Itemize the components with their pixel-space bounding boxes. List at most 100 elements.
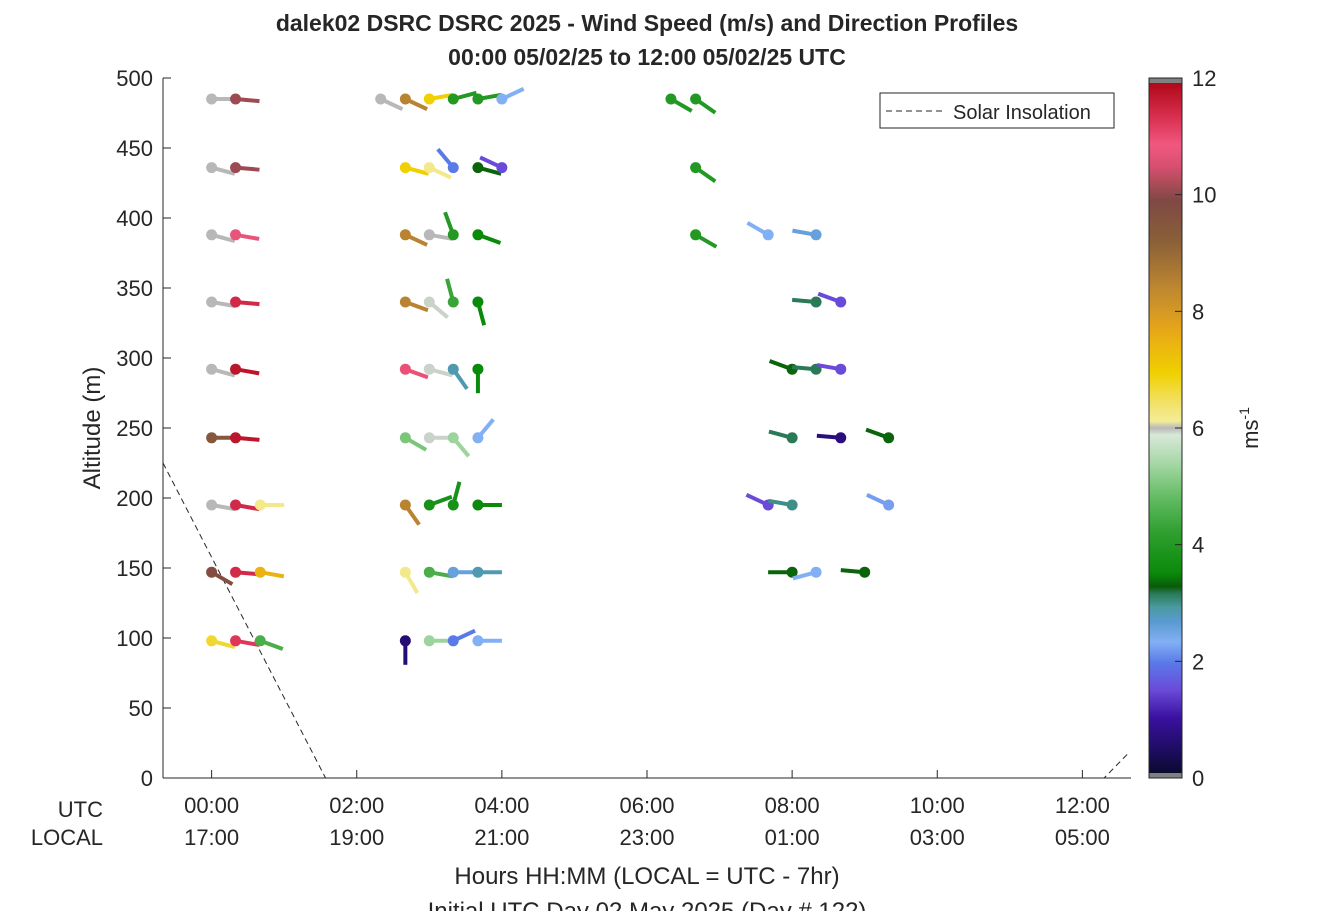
wind-barb [665, 93, 693, 113]
wind-barb [472, 229, 502, 245]
wind-barb-dot [230, 432, 242, 444]
wind-barb-dot [423, 566, 435, 578]
wind-barb [447, 628, 476, 647]
x-tick-label-utc: 02:00 [329, 793, 384, 818]
wind-barb [496, 87, 525, 105]
y-tick-label: 0 [141, 766, 153, 791]
wind-barb-dot [447, 229, 459, 241]
wind-barb [399, 162, 430, 176]
wind-barb [445, 278, 459, 308]
wind-barb [230, 499, 260, 512]
wind-barb [840, 566, 871, 578]
wind-barb [230, 93, 260, 105]
wind-barb [690, 229, 718, 249]
wind-barb-dot [447, 93, 459, 105]
y-ticks: 0 50 100 150 200 250 300 350 400 450 500 [116, 66, 171, 791]
wind-barb [443, 211, 459, 241]
wind-barb [206, 229, 236, 243]
wind-barb-dot [690, 162, 702, 174]
wind-barb [817, 291, 847, 308]
wind-barb [399, 635, 411, 665]
plot-area [163, 78, 1131, 778]
wind-barb [768, 429, 798, 444]
x-tick-label-utc: 06:00 [619, 793, 674, 818]
wind-barb-dot [206, 566, 218, 578]
wind-barb [399, 229, 428, 247]
wind-barb [423, 363, 454, 378]
wind-barb [230, 162, 260, 174]
chart-subtitle: 00:00 05/02/25 to 12:00 05/02/25 UTC [448, 44, 846, 70]
x-tick-label-local: 05:00 [1055, 825, 1110, 850]
wind-barb [472, 566, 502, 578]
wind-barb-dot [472, 432, 484, 444]
wind-barb [375, 93, 404, 111]
wind-barb [746, 221, 774, 241]
y-tick-label: 300 [116, 346, 153, 371]
y-tick-label: 500 [116, 66, 153, 91]
wind-barb-dot [835, 296, 847, 308]
wind-barb-dot [423, 363, 435, 375]
local-row-label: LOCAL [31, 825, 103, 850]
wind-barb [865, 427, 895, 444]
legend-label: Solar Insolation [953, 102, 1091, 124]
wind-barb [399, 566, 420, 594]
wind-barb [447, 432, 471, 458]
wind-barb-dot [399, 566, 411, 578]
wind-barb-dot [447, 499, 459, 511]
wind-barb-dot [230, 499, 242, 511]
wind-barb [472, 418, 495, 444]
y-axis-label: Altitude (m) [79, 367, 106, 490]
wind-barb-dot [810, 566, 822, 578]
wind-barb-dot [230, 229, 242, 241]
wind-barb-dot [230, 635, 242, 647]
wind-barb-dot [206, 499, 218, 511]
wind-barb-dot [496, 93, 508, 105]
y-tick-label: 450 [116, 136, 153, 161]
wind-barb-dot [883, 432, 895, 444]
x-tick-label-local: 19:00 [329, 825, 384, 850]
chart-title: dalek02 DSRC DSRC 2025 - Wind Speed (m/s… [276, 10, 1018, 36]
colorbar-ticks: 0 2 4 6 8 10 12 [1175, 66, 1216, 791]
wind-barb-dot [447, 363, 459, 375]
wind-barb-dot [399, 635, 411, 647]
colorbar-tick-label: 0 [1192, 766, 1204, 791]
wind-barb-dot [423, 93, 435, 105]
wind-barb [436, 147, 459, 174]
y-tick-label: 200 [116, 486, 153, 511]
wind-barb-dot [690, 93, 702, 105]
wind-barb [768, 566, 798, 578]
wind-barb [423, 162, 452, 180]
wind-barb [399, 93, 428, 111]
wind-barb-dot [447, 635, 459, 647]
y-tick-label: 100 [116, 626, 153, 651]
wind-barb-dot [206, 229, 218, 241]
wind-barb-dot [690, 229, 702, 241]
wind-barb-dot [206, 635, 218, 647]
wind-barb [399, 499, 421, 526]
x-tick-label-local: 01:00 [765, 825, 820, 850]
wind-barb-dot [206, 363, 218, 375]
wind-barb [472, 296, 487, 326]
wind-barb-dot [447, 296, 459, 308]
y-tick-label: 150 [116, 556, 153, 581]
y-tick-label: 400 [116, 206, 153, 231]
utc-row-label: UTC [58, 797, 103, 822]
x-tick-label-utc: 08:00 [765, 793, 820, 818]
wind-barb [472, 499, 502, 511]
wind-barb-dot [423, 432, 435, 444]
wind-barb-dot [496, 162, 508, 174]
wind-barb-dot [399, 162, 411, 174]
x-tick-label-local: 23:00 [619, 825, 674, 850]
wind-barb-dot [859, 566, 871, 578]
wind-barb [816, 432, 847, 444]
wind-barb-dot [399, 432, 411, 444]
wind-barb-dot [399, 363, 411, 375]
wind-barb-dot [810, 229, 822, 241]
wind-barb [230, 229, 260, 241]
colorbar-tick-label: 10 [1192, 183, 1216, 208]
wind-barb [230, 635, 260, 647]
wind-barb-dot [206, 93, 218, 105]
wind-barb-dot [786, 432, 798, 444]
wind-barb [423, 494, 453, 511]
wind-barb [768, 498, 798, 511]
